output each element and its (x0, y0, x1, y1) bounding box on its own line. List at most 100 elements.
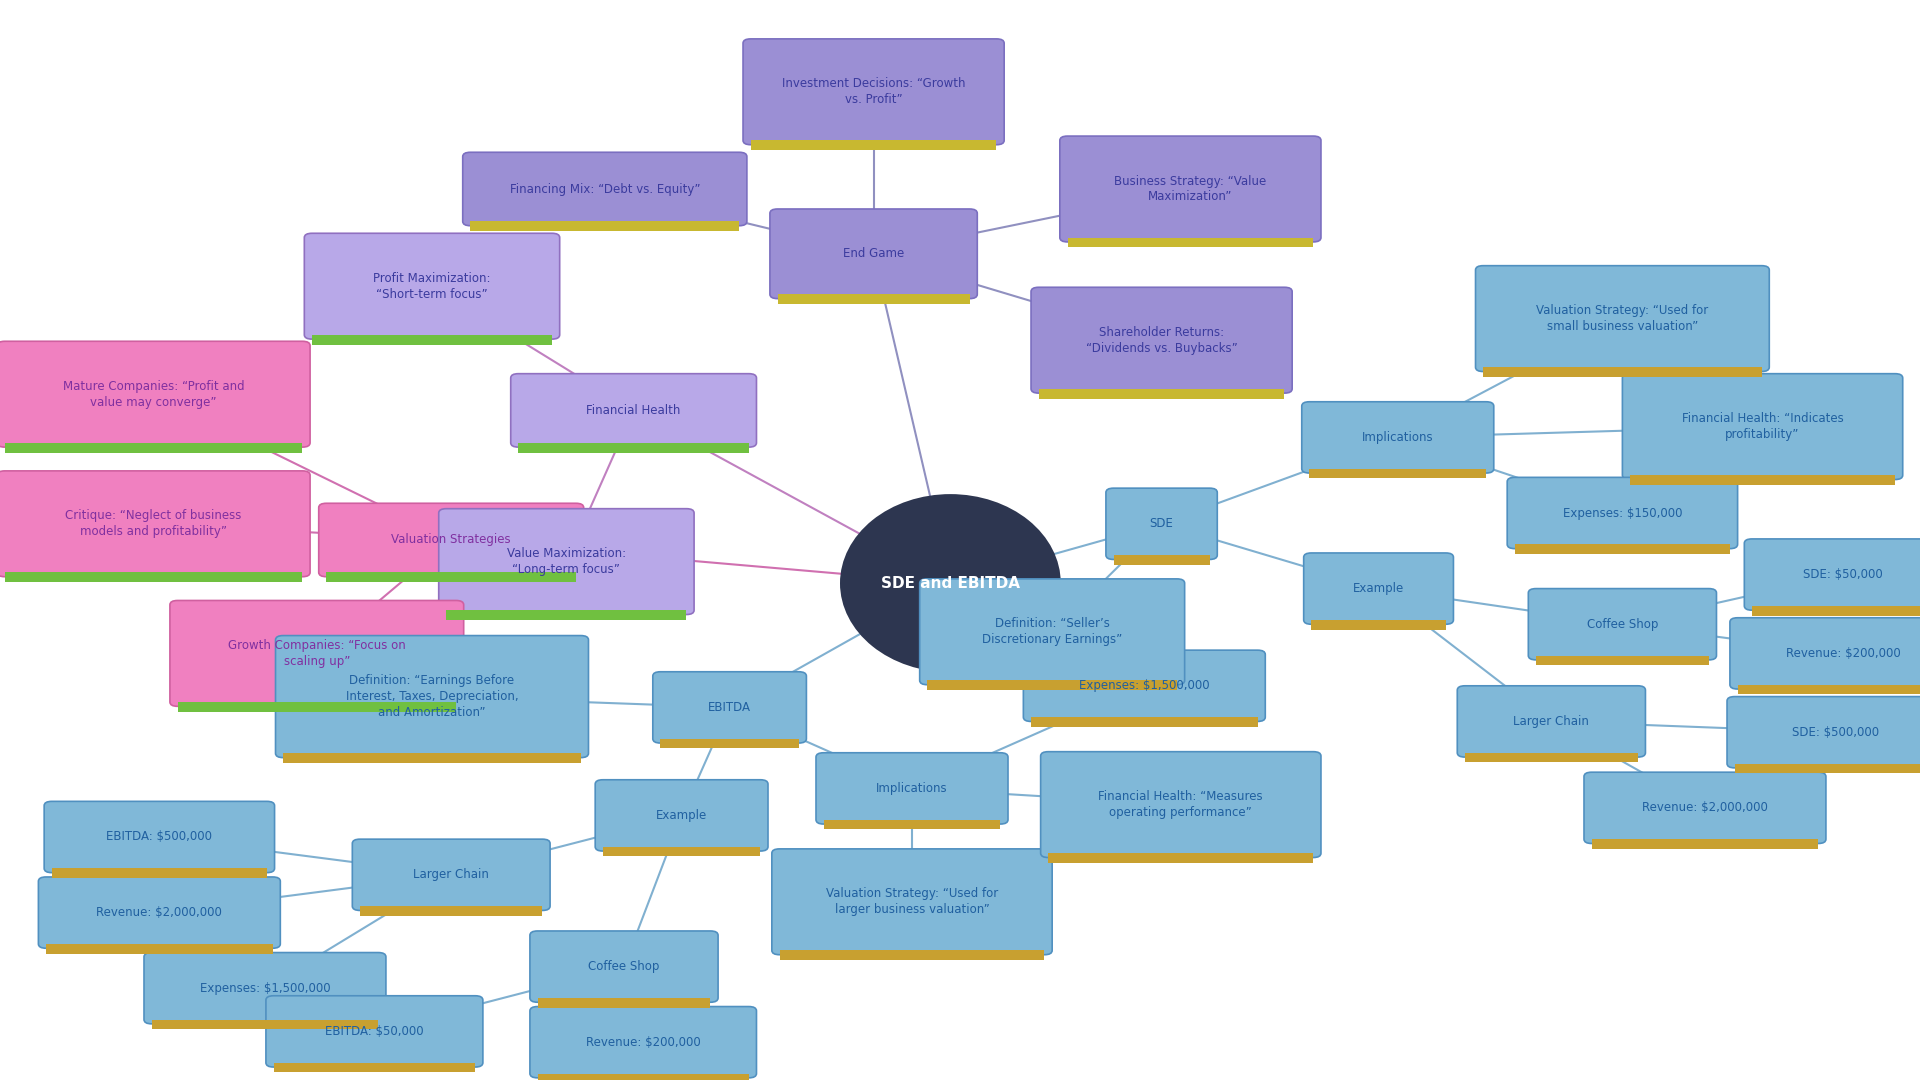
Bar (778, 294, 970, 305)
Text: Revenue: $200,000: Revenue: $200,000 (586, 1036, 701, 1049)
Bar (751, 140, 996, 150)
Bar (326, 572, 576, 582)
Text: Implications: Implications (876, 782, 948, 795)
Text: Definition: “Earnings Before
Interest, Taxes, Depreciation,
and Amortization”: Definition: “Earnings Before Interest, T… (346, 674, 518, 719)
Bar (1465, 753, 1638, 762)
FancyBboxPatch shape (353, 839, 549, 910)
Text: Coffee Shop: Coffee Shop (588, 960, 660, 973)
Bar (518, 443, 749, 453)
FancyBboxPatch shape (1041, 752, 1321, 858)
FancyBboxPatch shape (1584, 772, 1826, 843)
FancyBboxPatch shape (438, 509, 693, 615)
Bar (603, 847, 760, 856)
Text: Expenses: $150,000: Expenses: $150,000 (1563, 507, 1682, 519)
Bar (152, 1020, 378, 1029)
Bar (275, 1063, 476, 1072)
Bar (470, 221, 739, 231)
Bar (1309, 469, 1486, 478)
Text: Revenue: $200,000: Revenue: $200,000 (1786, 647, 1901, 660)
Bar (1039, 389, 1284, 399)
FancyBboxPatch shape (144, 953, 386, 1024)
Bar (445, 610, 687, 620)
Bar (46, 944, 273, 954)
FancyBboxPatch shape (1304, 553, 1453, 624)
FancyBboxPatch shape (0, 471, 309, 577)
Bar (1630, 475, 1895, 485)
Text: SDE: SDE (1150, 517, 1173, 530)
Text: SDE: $500,000: SDE: $500,000 (1791, 726, 1880, 739)
Text: Business Strategy: “Value
Maximization”: Business Strategy: “Value Maximization” (1114, 175, 1267, 203)
FancyBboxPatch shape (1457, 686, 1645, 757)
Bar (1482, 367, 1763, 377)
Bar (52, 868, 267, 878)
FancyBboxPatch shape (653, 672, 806, 743)
FancyBboxPatch shape (595, 780, 768, 851)
Text: Definition: “Seller’s
Discretionary Earnings”: Definition: “Seller’s Discretionary Earn… (981, 618, 1123, 646)
Ellipse shape (841, 495, 1062, 672)
FancyBboxPatch shape (265, 996, 484, 1067)
Text: Revenue: $2,000,000: Revenue: $2,000,000 (1642, 801, 1768, 814)
Bar (311, 335, 553, 345)
FancyBboxPatch shape (1023, 650, 1265, 721)
Text: Financing Mix: “Debt vs. Equity”: Financing Mix: “Debt vs. Equity” (509, 183, 701, 195)
FancyBboxPatch shape (303, 233, 561, 339)
FancyBboxPatch shape (530, 931, 718, 1002)
Text: EBITDA: $500,000: EBITDA: $500,000 (106, 831, 213, 843)
Bar (284, 754, 580, 762)
Bar (1515, 544, 1730, 554)
FancyBboxPatch shape (1507, 477, 1738, 549)
Text: Financial Health: “Indicates
profitability”: Financial Health: “Indicates profitabili… (1682, 413, 1843, 441)
FancyBboxPatch shape (38, 877, 280, 948)
Text: Example: Example (657, 809, 707, 822)
Bar (780, 950, 1044, 960)
Bar (660, 739, 799, 748)
Text: Shareholder Returns:
“Dividends vs. Buybacks”: Shareholder Returns: “Dividends vs. Buyb… (1085, 326, 1238, 354)
FancyBboxPatch shape (1060, 136, 1321, 242)
Bar (179, 702, 455, 712)
Text: Example: Example (1354, 582, 1404, 595)
FancyBboxPatch shape (772, 849, 1052, 955)
FancyBboxPatch shape (1728, 697, 1920, 768)
Text: Valuation Strategy: “Used for
larger business valuation”: Valuation Strategy: “Used for larger bus… (826, 888, 998, 916)
FancyBboxPatch shape (1743, 539, 1920, 610)
Text: SDE: $50,000: SDE: $50,000 (1803, 568, 1884, 581)
Text: SDE and EBITDA: SDE and EBITDA (881, 576, 1020, 591)
FancyBboxPatch shape (1106, 488, 1217, 559)
Text: Larger Chain: Larger Chain (413, 868, 490, 881)
FancyBboxPatch shape (1475, 266, 1770, 372)
Bar (1068, 238, 1313, 247)
Bar (927, 680, 1177, 690)
Text: Critique: “Neglect of business
models and profitability”: Critique: “Neglect of business models an… (65, 510, 242, 538)
Bar (1738, 685, 1920, 694)
Text: Financial Health: Financial Health (586, 404, 682, 417)
FancyBboxPatch shape (530, 1007, 756, 1078)
Text: Expenses: $1,500,000: Expenses: $1,500,000 (1079, 679, 1210, 692)
Bar (1114, 555, 1210, 565)
FancyBboxPatch shape (1031, 287, 1292, 393)
Text: Financial Health: “Measures
operating performance”: Financial Health: “Measures operating pe… (1098, 791, 1263, 819)
Bar (1536, 656, 1709, 665)
FancyBboxPatch shape (1528, 589, 1716, 660)
FancyBboxPatch shape (1302, 402, 1494, 473)
FancyBboxPatch shape (1622, 374, 1903, 480)
Bar (824, 820, 1000, 829)
Bar (1592, 839, 1818, 849)
Bar (1048, 853, 1313, 863)
Text: EBITDA: EBITDA (708, 701, 751, 714)
Bar (361, 906, 541, 916)
FancyBboxPatch shape (511, 374, 756, 447)
FancyBboxPatch shape (171, 600, 465, 706)
Text: EBITDA: $50,000: EBITDA: $50,000 (324, 1025, 424, 1038)
FancyBboxPatch shape (463, 152, 747, 226)
Bar (1031, 717, 1258, 727)
Bar (538, 998, 710, 1008)
FancyBboxPatch shape (0, 341, 309, 447)
Bar (1751, 606, 1920, 616)
Bar (538, 1074, 749, 1080)
Text: Mature Companies: “Profit and
value may converge”: Mature Companies: “Profit and value may … (63, 380, 244, 408)
Text: Profit Maximization:
“Short-term focus”: Profit Maximization: “Short-term focus” (372, 272, 492, 300)
Text: Growth Companies: “Focus on
scaling up”: Growth Companies: “Focus on scaling up” (228, 639, 405, 667)
FancyBboxPatch shape (44, 801, 275, 873)
Bar (6, 443, 303, 453)
Text: Expenses: $1,500,000: Expenses: $1,500,000 (200, 982, 330, 995)
